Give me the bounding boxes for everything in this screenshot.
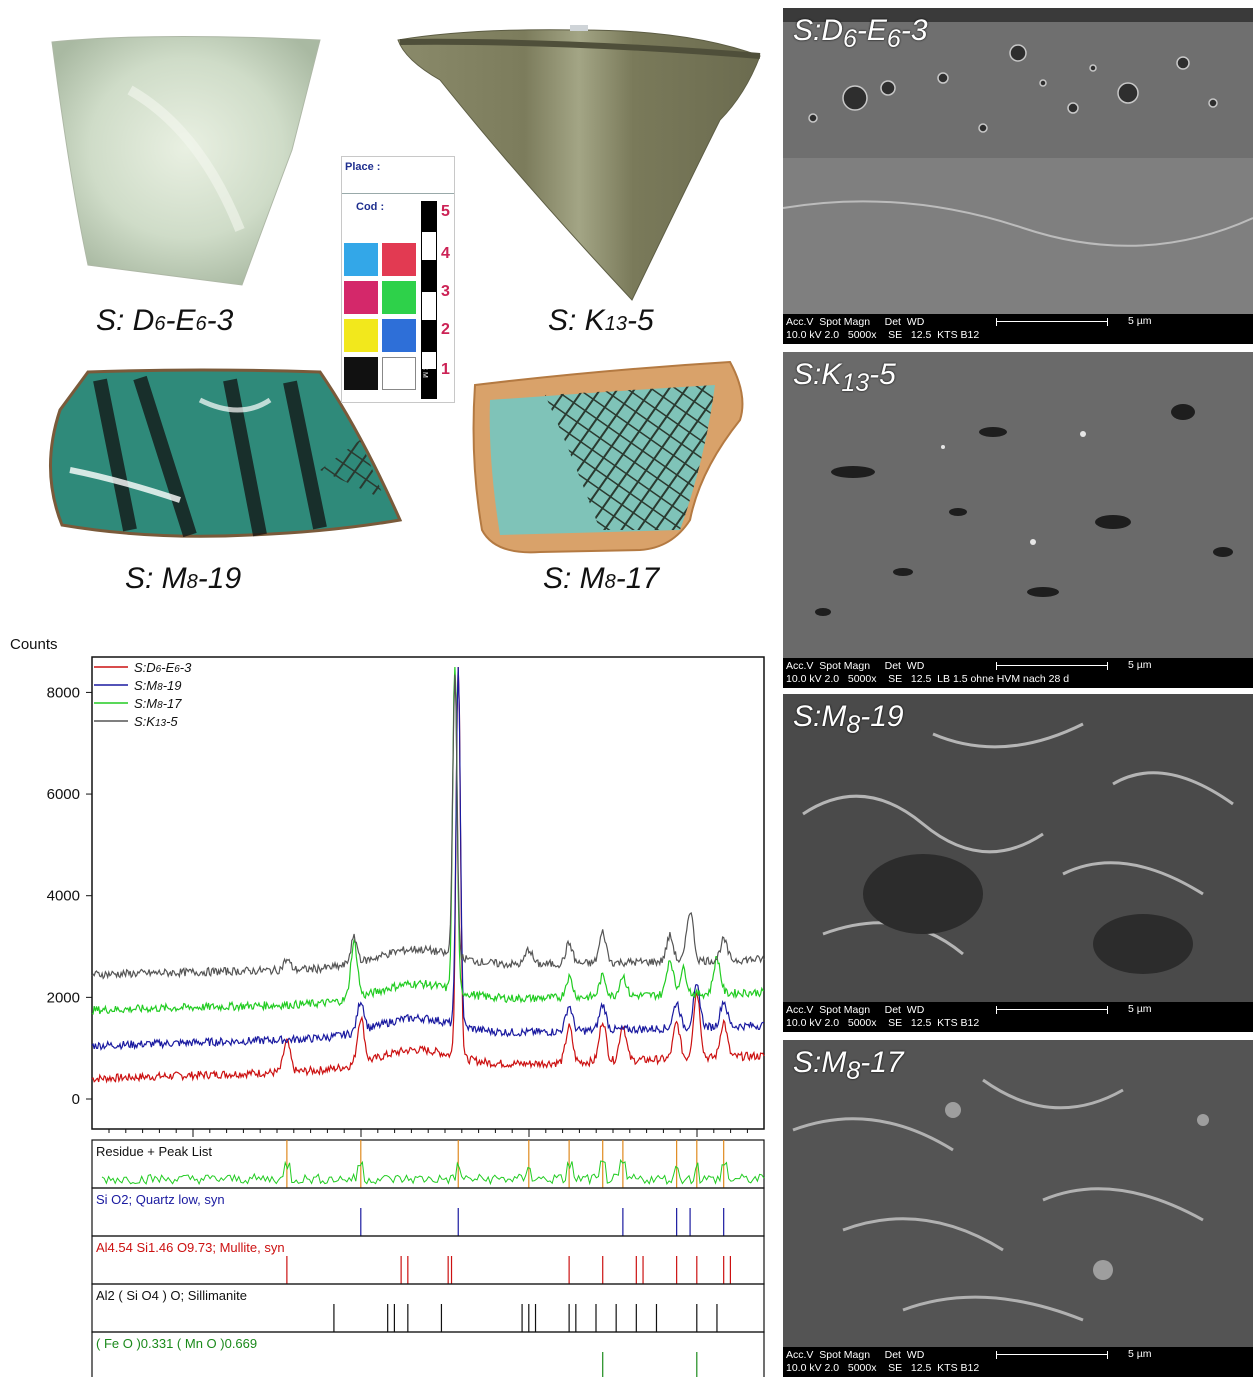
sem-image-d6e6 — [783, 8, 1253, 314]
scale-color-card: Place : Cod : 5 4 3 2 1 C M — [341, 156, 455, 403]
card-number-4: 4 — [441, 245, 450, 262]
scale-bar — [996, 1351, 1108, 1359]
sample-label-d6e6: S: D6-E6-3 — [96, 304, 234, 337]
card-cod-label: Cod : — [356, 201, 385, 213]
sherd-photo-m817 — [472, 360, 744, 554]
sem-image-m819 — [783, 694, 1253, 1002]
card-unit-label: C M — [421, 365, 428, 378]
legend-label: S:M8-17 — [134, 696, 182, 711]
reference-row-label: ( Fe O )0.331 ( Mn O )0.669 — [96, 1336, 257, 1351]
sem-panel-k13: S:K13-5 Acc.V Spot Magn Det WD 10.0 kV 2… — [783, 352, 1253, 688]
sem-info-bar: Acc.V Spot Magn Det WD 10.0 kV 2.0 5000x… — [783, 314, 1253, 344]
swatch-white — [382, 357, 416, 390]
legend-label: S:K13-5 — [134, 714, 178, 729]
series-line — [91, 666, 765, 1015]
sem-panel-m819: S:M8-19 Acc.V Spot Magn Det WD 10.0 kV 2… — [783, 694, 1253, 1032]
xrd-series — [91, 666, 765, 1084]
scale-label: 5 µm — [1128, 659, 1152, 671]
chart-legend: S:D6-E6-3 S:M8-19 S:M8-17 S:K13-5 — [94, 660, 192, 729]
swatch-cyan — [344, 243, 378, 276]
sem-info-bar: Acc.V Spot Magn Det WD 10.0 kV 2.0 5000x… — [783, 658, 1253, 688]
swatch-red — [382, 243, 416, 276]
sherd-photo-d6e6 — [51, 35, 321, 286]
series-line — [91, 674, 765, 980]
sample-label-k13: S: K13-5 — [548, 304, 654, 337]
y-tick-label: 4000 — [47, 888, 80, 905]
swatch-yellow — [344, 319, 378, 352]
series-line — [91, 666, 765, 1051]
swatch-black — [344, 357, 378, 390]
series-line — [91, 666, 765, 1084]
y-axis: 0 2000 4000 6000 8000 — [47, 684, 92, 1108]
reference-row — [91, 1331, 765, 1377]
scale-bar — [996, 1006, 1108, 1014]
sem-panel-m817: S:M8-17 Acc.V Spot Magn Det WD 10.0 kV 2… — [783, 1040, 1253, 1377]
scale-label: 5 µm — [1128, 1003, 1152, 1015]
sample-label-m819: S: M8-19 — [125, 562, 242, 595]
scale-label: 5 µm — [1128, 1348, 1152, 1360]
xrd-chart: Counts 0 2000 4000 6000 8000 S:D6-E6-3 S:M8-1… — [10, 636, 765, 1377]
reference-row-label: Al2 ( Si O4 ) O; Sillimanite — [96, 1288, 247, 1303]
card-number-2: 2 — [441, 321, 450, 338]
sherd-photo-k13 — [397, 25, 761, 301]
sem-info-bar: Acc.V Spot Magn Det WD 10.0 kV 2.0 5000x… — [783, 1002, 1253, 1032]
card-place-label: Place : — [345, 161, 381, 173]
sherd-photos — [48, 25, 761, 554]
sem-title-d6e6: S:D6-E6-3 — [793, 14, 928, 53]
sem-info-bar: Acc.V Spot Magn Det WD 10.0 kV 2.0 5000x… — [783, 1347, 1253, 1377]
sem-title-k13: S:K13-5 — [793, 358, 896, 397]
sherd-photo-m819 — [48, 368, 403, 538]
y-tick-label: 8000 — [47, 684, 80, 701]
sem-image-m817 — [783, 1040, 1253, 1347]
swatch-green — [382, 281, 416, 314]
sem-panel-d6e6: S:D6-E6-3 Acc.V Spot Magn Det WD 10.0 kV… — [783, 8, 1253, 344]
sem-title-m819: S:M8-19 — [793, 700, 904, 739]
reference-row-label: Si O2; Quartz low, syn — [96, 1192, 225, 1207]
reference-pattern-table: Residue + Peak List Si O2; Quartz low, sy… — [91, 1139, 765, 1377]
x-axis — [108, 1129, 748, 1137]
swatch-magenta — [344, 281, 378, 314]
sem-title-m817: S:M8-17 — [793, 1046, 904, 1085]
scale-bar — [996, 662, 1108, 670]
y-tick-label: 0 — [72, 1091, 80, 1108]
legend-label: S:M8-19 — [134, 678, 181, 693]
residue-trace — [101, 1158, 765, 1186]
card-number-3: 3 — [441, 283, 450, 300]
y-axis-label: Counts — [10, 636, 58, 653]
swatch-blue — [382, 319, 416, 352]
reference-row-label: Al4.54 Si1.46 O9.73; Mullite, syn — [96, 1240, 285, 1255]
reference-row-label: Residue + Peak List — [96, 1144, 212, 1159]
card-number-5: 5 — [441, 203, 450, 220]
scale-bar — [996, 318, 1108, 326]
sample-label-m817: S: M8-17 — [543, 562, 660, 595]
card-number-1: 1 — [441, 361, 450, 378]
legend-label: S:D6-E6-3 — [134, 660, 192, 675]
y-tick-label: 6000 — [47, 786, 80, 803]
y-tick-label: 2000 — [47, 989, 80, 1006]
sem-image-k13 — [783, 352, 1253, 658]
scale-label: 5 µm — [1128, 315, 1152, 327]
